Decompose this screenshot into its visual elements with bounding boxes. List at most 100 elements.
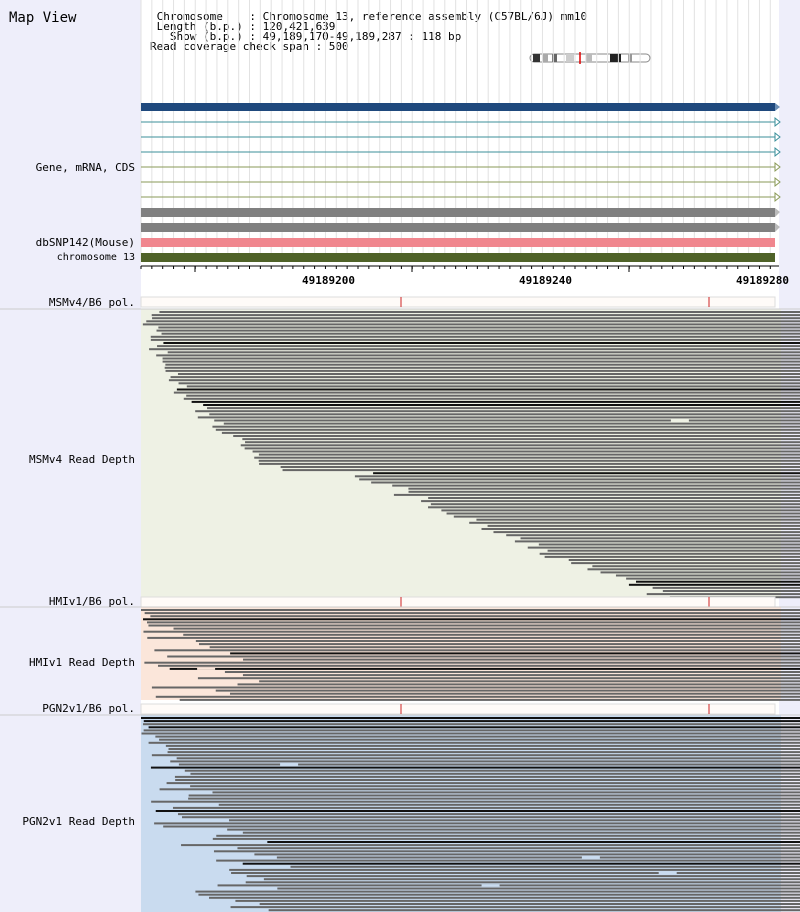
sequence-read: [237, 847, 800, 850]
sequence-read: [191, 400, 800, 403]
sequence-read: [233, 435, 800, 437]
gene-arrow: [775, 103, 780, 111]
sequence-read: [158, 326, 800, 329]
read-gap: [144, 512, 163, 515]
sequence-read: [203, 404, 800, 406]
sequence-read: [149, 348, 800, 351]
sequence-read: [159, 788, 800, 791]
sequence-read: [252, 450, 800, 453]
sequence-read: [244, 447, 800, 450]
chromosome-ideogram[interactable]: [528, 52, 652, 64]
sequence-read: [430, 503, 800, 506]
sequence-read: [151, 754, 800, 757]
sequence-read: [506, 534, 800, 537]
sequence-read: [165, 744, 800, 747]
sequence-read: [280, 466, 800, 468]
sequence-read: [571, 562, 800, 565]
sequence-read: [246, 875, 800, 878]
sequence-read: [146, 320, 800, 323]
sequence-read: [162, 357, 800, 360]
sequence-read: [141, 732, 800, 735]
chromosome-bar: [141, 253, 775, 262]
sequence-read: [354, 475, 800, 478]
sequence-read: [146, 621, 800, 624]
sequence-read: [195, 640, 800, 642]
sequence-read: [147, 636, 800, 639]
sequence-read: [290, 865, 800, 868]
sequence-read: [224, 671, 800, 673]
sequence-read: [163, 342, 800, 344]
sequence-read: [197, 677, 800, 680]
chromosome-track-label: chromosome 13: [56, 252, 135, 263]
sequence-read: [229, 819, 800, 822]
sequence-read: [167, 655, 800, 658]
length-info-line: Length (b.p.) : 120,421,639: [150, 20, 336, 33]
sequence-read: [441, 509, 800, 512]
show-range-info-line: Show (b.p.) : 49,189,170-49,189,287 : 11…: [150, 30, 462, 43]
sequence-read: [259, 680, 800, 683]
sequence-read: [152, 317, 800, 320]
sequence-read: [215, 689, 800, 692]
sequence-read: [170, 760, 800, 763]
sequence-read: [156, 329, 800, 332]
sequence-read: [242, 674, 800, 677]
sequence-read: [520, 537, 800, 540]
gene-track-label: Gene, mRNA, CDS: [35, 161, 135, 174]
page-title: Map View: [9, 10, 77, 26]
sequence-read: [263, 878, 800, 881]
sequence-read: [481, 528, 800, 530]
sequence-read: [212, 791, 800, 794]
sequence-read: [267, 841, 800, 843]
sequence-read: [154, 649, 800, 652]
msm-polymorphism-label: MSMv4/B6 pol.: [48, 296, 135, 309]
sequence-read: [184, 769, 800, 772]
sequence-read: [359, 478, 800, 481]
sequence-read: [144, 661, 800, 664]
sequence-read: [190, 785, 800, 788]
transcript-arrow: [774, 131, 781, 143]
sequence-read: [214, 419, 800, 422]
cds-bar: [141, 223, 775, 232]
sequence-read: [213, 850, 800, 853]
pgn-polymorphism-label: PGN2v1/B6 pol.: [42, 702, 135, 715]
sequence-read: [141, 717, 800, 719]
sequence-read: [165, 363, 800, 366]
sequence-read: [538, 543, 800, 546]
sequence-read: [141, 609, 800, 611]
sequence-read: [212, 425, 800, 428]
transcript-arrow: [774, 146, 781, 158]
transcript-arrow: [774, 161, 781, 173]
sequence-read: [242, 438, 800, 441]
ruler-tick-label: 49189240: [519, 274, 572, 287]
sequence-read: [568, 559, 800, 561]
sequence-read: [159, 311, 800, 313]
sequence-read: [547, 549, 800, 552]
sequence-read: [237, 683, 800, 686]
sequence-read: [662, 590, 800, 592]
sequence-read: [421, 500, 800, 503]
sequence-read: [167, 351, 800, 354]
sequence-read: [151, 314, 800, 317]
sequence-read: [155, 735, 800, 738]
sequence-read: [150, 338, 800, 341]
sequence-read: [176, 757, 800, 760]
sequence-read: [469, 521, 800, 524]
sequence-read: [635, 580, 800, 583]
sequence-read: [155, 810, 800, 812]
sequence-read: [175, 779, 800, 781]
sequence-read: [235, 899, 800, 902]
sequence-read: [216, 834, 800, 837]
sequence-read: [144, 612, 800, 615]
sequence-read: [408, 490, 800, 493]
sequence-read: [150, 766, 800, 769]
sequence-read: [626, 577, 800, 580]
sequence-read: [143, 723, 800, 726]
sequence-read: [209, 896, 800, 899]
sequence-read: [169, 667, 800, 670]
sequence-read: [373, 472, 800, 475]
sequence-read: [181, 844, 800, 847]
sequence-read: [428, 497, 800, 499]
sequence-read: [168, 748, 800, 750]
read-gap: [628, 593, 647, 596]
